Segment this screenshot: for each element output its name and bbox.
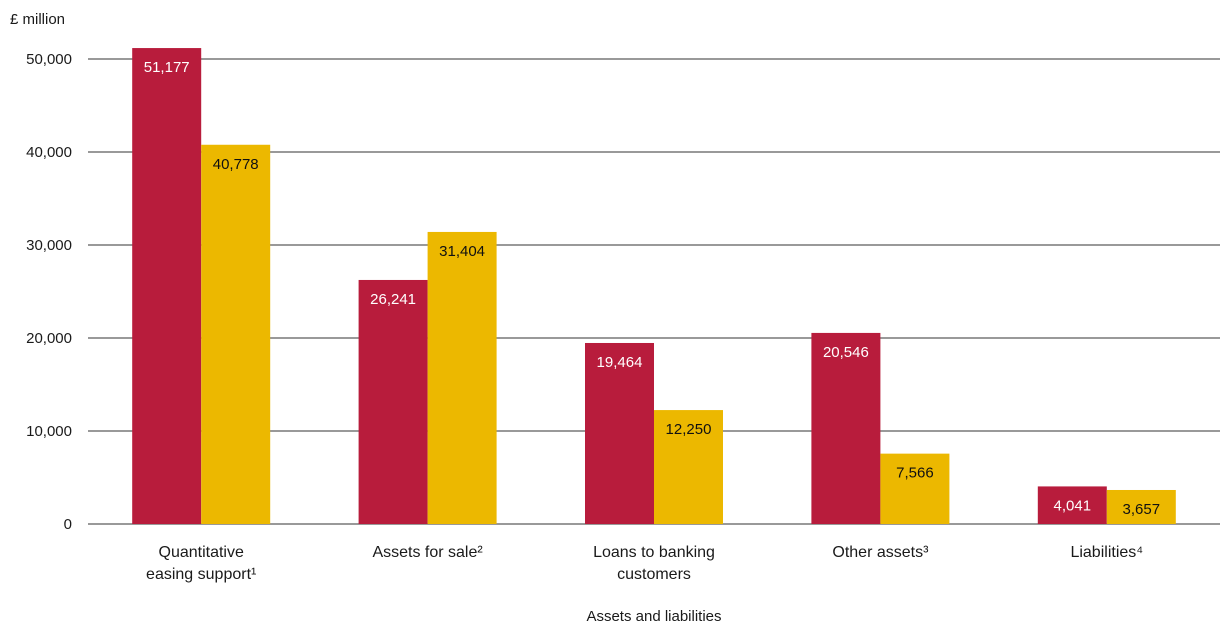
category-label: easing support¹: [146, 566, 256, 583]
y-tick-label: 10,000: [26, 423, 72, 440]
bar-value-label: 26,241: [370, 291, 416, 308]
y-tick-label: 20,000: [26, 330, 72, 347]
bar: [132, 48, 202, 525]
y-axis-ticks: 0 10,000 20,000 30,000 40,000 50,000: [26, 51, 72, 533]
bar: [654, 410, 723, 524]
y-axis-title: £ million: [10, 11, 65, 28]
y-tick-label: 0: [64, 516, 72, 533]
category-label: Quantitative: [159, 544, 244, 561]
category-label: Other assets³: [832, 544, 929, 561]
x-axis-title: Assets and liabilities: [586, 608, 721, 625]
bar: [201, 144, 271, 525]
y-tick-label: 50,000: [26, 51, 72, 68]
bar: [1106, 489, 1176, 524]
gridlines: [88, 58, 1220, 525]
category-labels: Quantitative easing support¹ Assets for sa…: [146, 544, 1143, 583]
category-label: customers: [617, 566, 691, 583]
bar: [811, 332, 881, 524]
bar-value-label: 3,657: [1123, 501, 1161, 518]
bar-value-label: 12,250: [666, 421, 712, 438]
bar: [358, 279, 428, 524]
bar-value-label: 19,464: [597, 354, 643, 371]
bar: [585, 342, 654, 524]
bar: [880, 453, 950, 524]
bar-value-label: 20,546: [823, 344, 869, 361]
bar-value-label: 31,404: [439, 243, 485, 260]
bars: [132, 48, 1176, 525]
y-tick-label: 40,000: [26, 144, 72, 161]
category-label: Loans to banking: [593, 544, 715, 561]
bar-value-label: 40,778: [213, 156, 259, 173]
bar: [1037, 486, 1107, 524]
category-label: Liabilities⁴: [1070, 544, 1143, 561]
bar: [427, 231, 497, 524]
bar-value-label: 7,566: [896, 465, 934, 482]
bar-value-labels: 51,177 40,778 26,241 31,404 19,464 12,250 20,5…: [144, 59, 1160, 518]
category-label: Assets for sale²: [372, 544, 483, 561]
bar-value-label: 4,041: [1054, 497, 1092, 514]
bar-value-label: 51,177: [144, 59, 190, 76]
y-tick-label: 30,000: [26, 237, 72, 254]
